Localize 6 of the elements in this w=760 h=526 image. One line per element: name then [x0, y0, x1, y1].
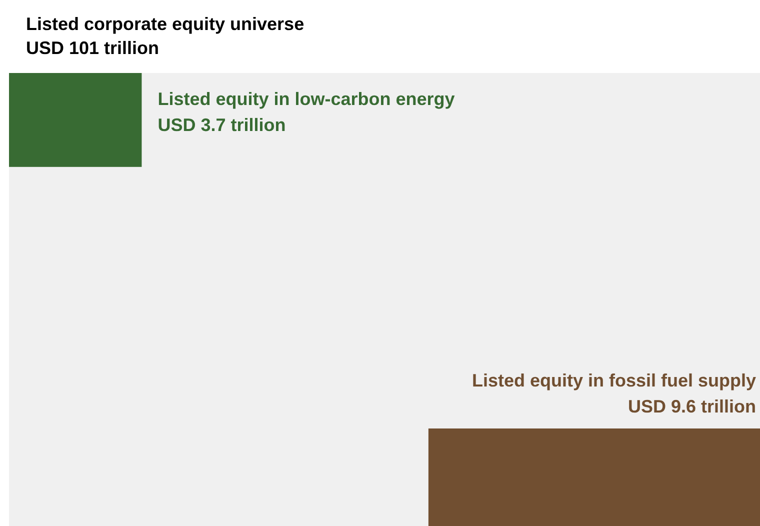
data-label: USD 3.7 trillion	[158, 115, 286, 135]
category-label: Listed equity in fossil fuel supply	[472, 370, 756, 390]
category-label: Listed corporate equity universe	[26, 14, 304, 34]
category-label: Listed equity in low-carbon energy	[158, 89, 455, 109]
data-label: USD 9.6 trillion	[628, 396, 756, 416]
data-label: USD 101 trillion	[26, 38, 160, 58]
